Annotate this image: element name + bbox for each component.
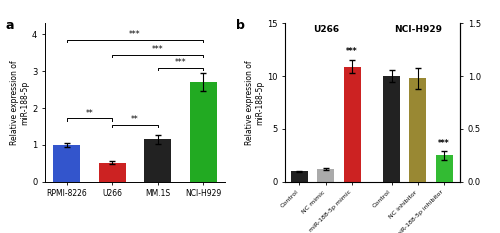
Text: **: ** xyxy=(86,109,94,118)
Bar xyxy=(383,76,400,182)
Bar xyxy=(344,67,360,182)
Bar xyxy=(410,78,426,182)
Text: ***: *** xyxy=(438,139,450,148)
Text: a: a xyxy=(6,19,14,31)
Bar xyxy=(291,171,308,182)
Bar xyxy=(436,155,453,182)
Text: b: b xyxy=(236,19,245,31)
Text: **: ** xyxy=(131,115,139,124)
Bar xyxy=(190,82,217,182)
Text: ***: *** xyxy=(129,30,141,39)
Y-axis label: Relative expression of
miR-188-5p: Relative expression of miR-188-5p xyxy=(244,60,264,145)
Bar xyxy=(317,169,334,182)
Bar xyxy=(144,139,172,182)
Text: ***: *** xyxy=(152,45,164,54)
Text: ***: *** xyxy=(174,58,186,67)
Text: NCI-H929: NCI-H929 xyxy=(394,25,442,34)
Bar xyxy=(98,163,126,182)
Text: ***: *** xyxy=(346,47,358,55)
Y-axis label: Relative expression of
miR-188-5p: Relative expression of miR-188-5p xyxy=(10,60,29,145)
Text: U266: U266 xyxy=(312,25,339,34)
Bar xyxy=(53,145,80,182)
